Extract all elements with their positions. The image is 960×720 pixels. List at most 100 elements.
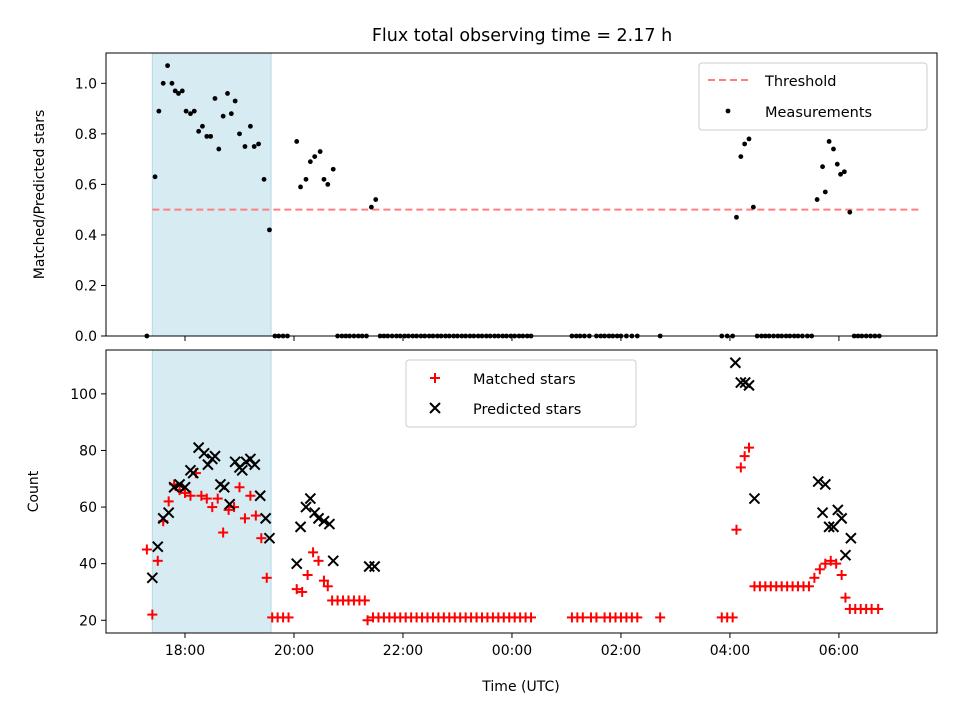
matched-star-point <box>297 586 308 597</box>
bottom-y-tick-label: 40 <box>79 557 97 573</box>
measurement-point <box>831 146 836 152</box>
matched-star-point <box>814 564 825 575</box>
predicted-star-point <box>845 532 857 544</box>
matched-star-point <box>820 558 831 569</box>
predicted-star-point <box>835 512 848 525</box>
measurement-point <box>176 91 181 96</box>
predicted-star-point <box>832 504 844 516</box>
bottom-panel-frame <box>105 349 938 634</box>
measurement-point <box>232 98 238 104</box>
legend-measurements-swatch <box>725 108 731 114</box>
matched-star-point <box>831 558 842 569</box>
measurement-point <box>330 166 336 172</box>
measurement-point <box>834 161 840 167</box>
matched-star-point <box>735 462 746 473</box>
measurement-point <box>196 128 202 134</box>
x-tick-label: 06:00 <box>819 643 859 659</box>
top-panel: 0.0 0.2 0.4 0.6 0.8 1.0 Matched/Predicted sta… <box>32 52 938 345</box>
matched-star-point <box>359 595 370 606</box>
top-y-tick-label: 0.4 <box>75 228 97 244</box>
legend-predicted-swatch <box>429 402 441 414</box>
matched-star-point <box>147 609 158 620</box>
top-legend-box <box>698 62 928 131</box>
predicted-star-point <box>318 515 330 527</box>
measurement-point <box>742 141 748 147</box>
predicted-star-point <box>173 478 186 491</box>
predicted-star-point <box>819 478 831 491</box>
matched-star-point <box>234 482 245 493</box>
predicted-star-point <box>748 492 761 505</box>
matched-star-point <box>163 496 174 507</box>
measurement-point <box>191 108 197 114</box>
measurement-point <box>734 214 739 220</box>
matched-star-point <box>218 527 229 538</box>
matched-star-point <box>141 544 152 555</box>
bottom-panel: 20 40 60 80 100 18:00 20:00 22:00 00:00 02:00 04:… <box>26 349 938 695</box>
matched-star-point <box>212 493 223 504</box>
measurement-point <box>248 123 253 129</box>
matched-star-point <box>185 490 196 501</box>
predicted-star-point <box>263 532 276 544</box>
measurement-point <box>225 91 230 96</box>
measurement-point <box>312 154 318 159</box>
predicted-star-point <box>816 507 829 519</box>
matched-star-point <box>731 524 742 535</box>
legend-matched-swatch <box>430 373 440 383</box>
x-tick-label: 04:00 <box>710 643 750 659</box>
matched-star-point <box>655 612 666 623</box>
measurement-point <box>152 174 158 180</box>
matched-star-point <box>291 584 302 595</box>
predicted-star-point <box>236 464 248 476</box>
predicted-star-point <box>323 518 336 530</box>
predicted-star-point <box>209 450 221 462</box>
measurement-point <box>307 159 313 165</box>
predicted-star-point <box>218 481 230 493</box>
predicted-star-point <box>327 555 339 567</box>
predicted-star-point <box>162 507 175 519</box>
predicted-star-point <box>168 481 180 493</box>
predicted-star-point <box>187 467 199 479</box>
top-y-tick-label: 1.0 <box>75 76 97 92</box>
measurement-point <box>242 144 248 149</box>
matched-star-point <box>739 451 750 462</box>
measurement-point <box>267 227 272 233</box>
top-panel-frame <box>105 52 938 337</box>
matched-star-point <box>308 547 319 558</box>
x-tick-label: 22:00 <box>383 643 423 659</box>
predicted-star-point <box>152 540 164 553</box>
measurement-point <box>847 209 853 215</box>
x-tick-label: 00:00 <box>492 643 532 659</box>
matched-star-point <box>825 555 836 566</box>
matched-star-point <box>239 513 250 524</box>
matched-star-point <box>261 572 272 583</box>
measurement-point <box>160 80 166 86</box>
predicted-star-point <box>743 379 755 392</box>
matched-star-point <box>362 615 373 626</box>
matched-star-point <box>152 555 163 566</box>
predicted-star-point <box>146 572 159 584</box>
matched-star-point <box>873 603 884 614</box>
measurement-point <box>204 133 210 139</box>
measurement-point <box>368 204 374 210</box>
measurement-point <box>179 88 185 94</box>
bottom-y-axis-label: Count <box>26 470 42 512</box>
matched-star-point <box>318 575 329 586</box>
matched-star-point <box>207 502 218 513</box>
predicted-star-point <box>300 501 312 513</box>
measurement-point <box>208 133 214 139</box>
measurement-point <box>216 146 222 152</box>
measurement-point <box>212 96 218 101</box>
measurement-point <box>256 141 261 147</box>
matched-star-point <box>744 442 755 453</box>
measurement-point <box>298 184 303 190</box>
predicted-star-point <box>223 498 236 510</box>
matched-star-point <box>313 555 324 566</box>
predicted-star-point <box>249 458 261 471</box>
measurement-point <box>373 197 379 202</box>
matched-star-point <box>302 569 313 580</box>
chart-title: Flux total observing time = 2.17 h <box>372 26 672 46</box>
measurement-point <box>303 176 309 182</box>
bottom-legend: Matched stars Predicted stars <box>405 359 637 428</box>
predicted-star-point <box>259 512 272 525</box>
matched-star-point <box>322 581 333 592</box>
